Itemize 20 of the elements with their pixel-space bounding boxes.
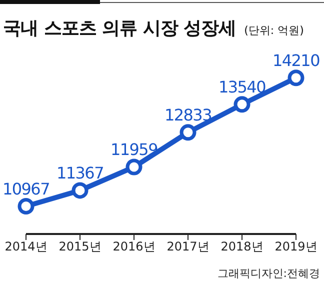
chart-subtitle: (단위: 억원) bbox=[244, 24, 304, 37]
x-tick-label: 2015년 bbox=[58, 240, 102, 254]
x-tick-label: 2014년 bbox=[4, 240, 48, 254]
data-label: 10967 bbox=[2, 179, 50, 198]
x-tick-label: 2016년 bbox=[112, 240, 156, 254]
x-tick-label: 2018년 bbox=[220, 240, 264, 254]
data-label: 12833 bbox=[164, 105, 212, 124]
x-tick-label: 2019년 bbox=[274, 240, 318, 254]
point bbox=[126, 158, 142, 176]
data-label: 11367 bbox=[56, 163, 104, 182]
point bbox=[18, 198, 34, 215]
point bbox=[288, 70, 304, 86]
point bbox=[72, 182, 88, 199]
point bbox=[234, 96, 250, 113]
text: 그래픽디자인:전혜경 bbox=[217, 266, 320, 281]
chart-title: 국내 스포츠 의류 시장 성장세 bbox=[3, 18, 236, 39]
x-tick-label: 2017년 bbox=[166, 240, 210, 254]
point bbox=[180, 124, 196, 141]
data-label: 14210 bbox=[272, 50, 320, 70]
data-label: 13540 bbox=[218, 77, 266, 96]
